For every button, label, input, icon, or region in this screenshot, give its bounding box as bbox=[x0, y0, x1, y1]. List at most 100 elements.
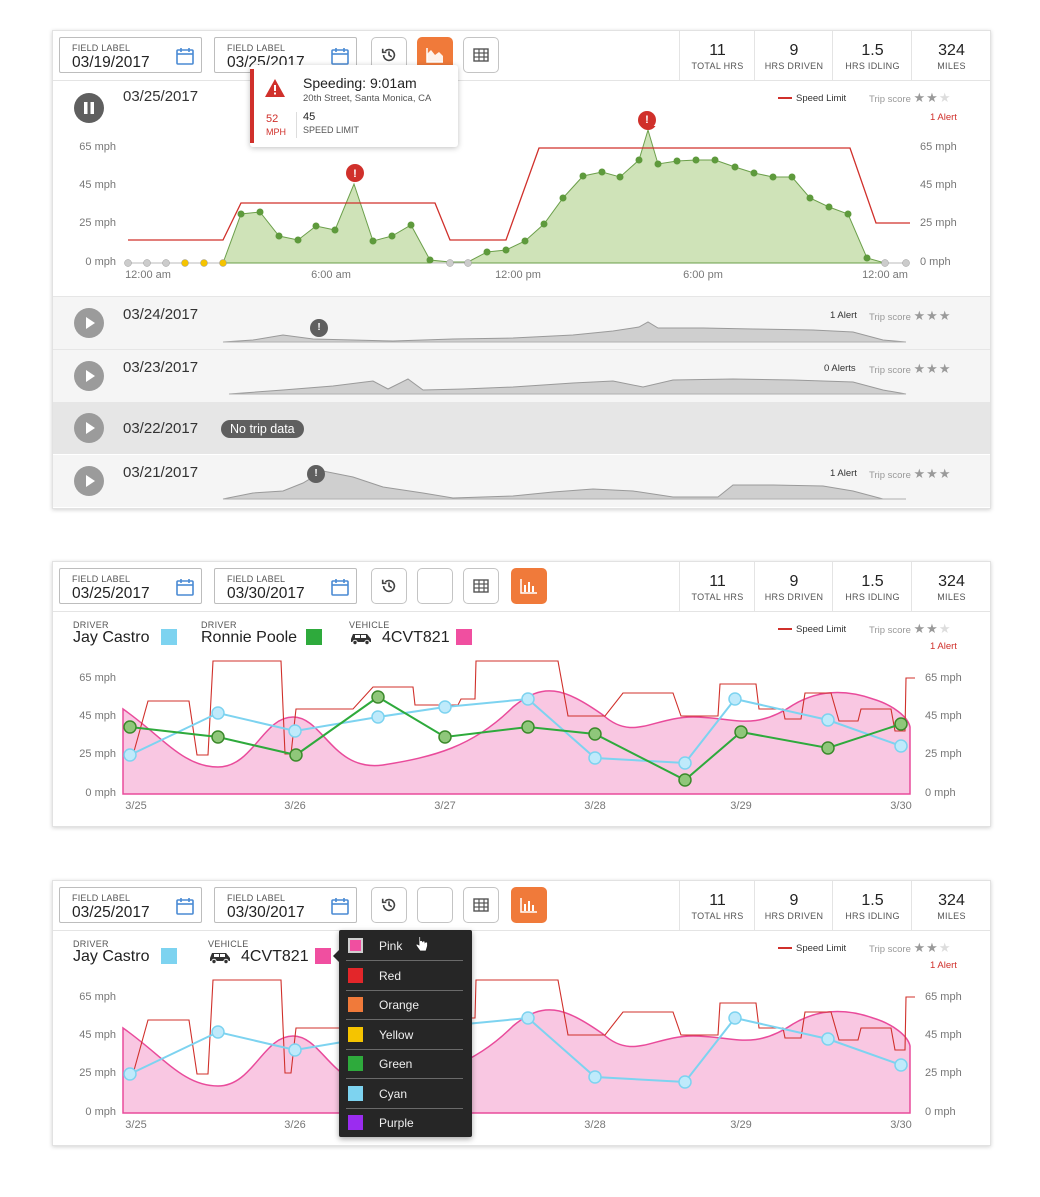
bar-chart-button[interactable] bbox=[511, 887, 547, 923]
field-value: 03/30/2017 bbox=[227, 904, 305, 921]
car-icon bbox=[351, 634, 371, 645]
history-icon bbox=[381, 898, 396, 912]
play-icon bbox=[86, 370, 95, 382]
start-date-field[interactable]: FIELD LABEL 03/25/2017 bbox=[59, 568, 202, 604]
day-speed-chart: 65 mph 65 mph 45 mph 45 mph 25 mph 25 mph 0 mp… bbox=[79, 126, 957, 281]
hand-cursor-icon bbox=[415, 936, 428, 952]
play-button[interactable] bbox=[74, 308, 104, 338]
x-axis-label: 3/25 bbox=[125, 800, 146, 812]
end-date-field[interactable]: FIELD LABEL 03/25/2017 bbox=[214, 37, 357, 73]
blank-button[interactable] bbox=[417, 887, 453, 923]
speed-point bbox=[256, 208, 264, 216]
y-axis-label: 45 mph bbox=[79, 1029, 116, 1041]
driver-color-swatch[interactable] bbox=[306, 629, 322, 645]
alert-count[interactable]: 1 Alert bbox=[930, 960, 957, 971]
alert-marker[interactable]: ! bbox=[310, 319, 328, 337]
history-button[interactable] bbox=[371, 568, 407, 604]
x-axis-label: 6:00 am bbox=[311, 269, 351, 281]
pause-button[interactable] bbox=[74, 93, 104, 123]
start-date-field[interactable]: FIELD LABEL 03/19/2017 bbox=[59, 37, 202, 73]
driver-speed-point bbox=[521, 1011, 535, 1025]
trip-speed-area bbox=[222, 128, 886, 264]
color-option-cyan[interactable]: Cyan bbox=[346, 1083, 463, 1109]
speed-point bbox=[616, 173, 624, 181]
trip-score-label: Trip score bbox=[869, 365, 911, 376]
color-swatch bbox=[348, 1056, 363, 1071]
bar-chart-icon bbox=[520, 579, 537, 594]
y-axis-label-right: 45 mph bbox=[925, 1029, 962, 1041]
table-view-button[interactable] bbox=[463, 887, 499, 923]
play-button[interactable] bbox=[74, 361, 104, 391]
color-option-orange[interactable]: Orange bbox=[346, 994, 463, 1020]
driver-speed-point bbox=[678, 756, 692, 770]
speed-point bbox=[407, 221, 415, 229]
driver-name[interactable]: Jay Castro bbox=[73, 629, 150, 646]
field-label: FIELD LABEL bbox=[72, 574, 131, 584]
driver-color-swatch[interactable] bbox=[161, 948, 177, 964]
day-row[interactable]: 03/23/2017 0 Alerts Trip score ★★★ bbox=[53, 349, 990, 402]
speeding-alert-marker[interactable]: ! bbox=[346, 164, 364, 182]
stat-hrs-driven: 9 HRS DRIVEN bbox=[754, 31, 833, 80]
calendar-icon[interactable] bbox=[330, 46, 350, 66]
calendar-icon[interactable] bbox=[175, 46, 195, 66]
history-button[interactable] bbox=[371, 887, 407, 923]
color-option-red[interactable]: Red bbox=[346, 965, 463, 991]
driver-name[interactable]: Ronnie Poole bbox=[201, 629, 298, 646]
driver-label: DRIVER bbox=[73, 939, 109, 949]
calendar-icon[interactable] bbox=[175, 896, 195, 916]
speed-point bbox=[331, 226, 339, 234]
color-option-purple[interactable]: Purple bbox=[346, 1112, 463, 1137]
x-axis-label: 3/29 bbox=[730, 800, 751, 812]
alert-count[interactable]: 1 Alert bbox=[930, 641, 957, 652]
driver-speed-point bbox=[894, 1058, 908, 1072]
play-button[interactable] bbox=[74, 413, 104, 443]
driver-color-swatch[interactable] bbox=[161, 629, 177, 645]
stat-miles: 324 MILES bbox=[911, 881, 991, 930]
vehicle-name[interactable]: 4CVT821 bbox=[382, 629, 450, 646]
table-view-button[interactable] bbox=[463, 37, 499, 73]
end-date-field[interactable]: FIELD LABEL 03/30/2017 bbox=[214, 887, 357, 923]
end-date-field[interactable]: FIELD LABEL 03/30/2017 bbox=[214, 568, 357, 604]
tooltip-accent-bar bbox=[250, 69, 254, 143]
stat-value: 1.5 bbox=[861, 42, 884, 59]
blank-button[interactable] bbox=[417, 568, 453, 604]
color-option-pink[interactable]: Pink bbox=[346, 935, 463, 961]
speed-point bbox=[844, 210, 852, 218]
color-option-label: Yellow bbox=[379, 1027, 414, 1042]
calendar-icon[interactable] bbox=[330, 577, 350, 597]
trip-history-panel: FIELD LABEL 03/19/2017 FIELD LABEL 03/25… bbox=[52, 30, 991, 509]
color-option-label: Pink bbox=[379, 939, 403, 953]
day-row[interactable]: 03/24/2017 1 Alert Trip score ★★★ ! bbox=[53, 296, 990, 349]
vehicle-color-swatch[interactable] bbox=[456, 629, 472, 645]
speed-point bbox=[369, 237, 377, 245]
play-button[interactable] bbox=[74, 466, 104, 496]
vehicle-speed-chart: 65 mph 65 mph 45 mph 45 mph 25 mph 25 mph 0 mp… bbox=[79, 979, 962, 1131]
stat-total-hrs: 11 TOTAL HRS bbox=[679, 562, 755, 611]
table-view-button[interactable] bbox=[463, 568, 499, 604]
bar-chart-button[interactable] bbox=[511, 568, 547, 604]
vehicle-color-swatch[interactable] bbox=[315, 948, 331, 964]
alert-count[interactable]: 1 Alert bbox=[930, 112, 957, 123]
stat-hrs-idling: 1.5 HRS IDLING bbox=[832, 562, 912, 611]
vehicle-name[interactable]: 4CVT821 bbox=[241, 948, 309, 965]
alert-marker-peak[interactable]: ! bbox=[638, 111, 656, 129]
x-axis-label: 3/26 bbox=[284, 800, 305, 812]
alert-marker[interactable]: ! bbox=[307, 465, 325, 483]
calendar-icon[interactable] bbox=[175, 577, 195, 597]
speed-point bbox=[559, 194, 567, 202]
speed-point bbox=[825, 203, 833, 211]
x-axis-label: 3/30 bbox=[890, 800, 911, 812]
day-row[interactable]: 03/21/2017 1 Alert Trip score ★★★ ! bbox=[53, 455, 990, 507]
color-option-yellow[interactable]: Yellow bbox=[346, 1024, 463, 1050]
stat-value: 9 bbox=[789, 573, 799, 590]
y-axis-label: 65 mph bbox=[79, 991, 116, 1003]
field-label: FIELD LABEL bbox=[227, 893, 286, 903]
row-trip-score: Trip score ★★★ bbox=[869, 466, 952, 482]
color-option-green[interactable]: Green bbox=[346, 1053, 463, 1079]
start-date-field[interactable]: FIELD LABEL 03/25/2017 bbox=[59, 887, 202, 923]
stat-label: HRS IDLING bbox=[845, 61, 900, 71]
trip-score-label: Trip score bbox=[869, 312, 911, 323]
trip-score: Trip score ★★★ bbox=[869, 90, 952, 106]
calendar-icon[interactable] bbox=[330, 896, 350, 916]
driver-name[interactable]: Jay Castro bbox=[73, 948, 150, 965]
